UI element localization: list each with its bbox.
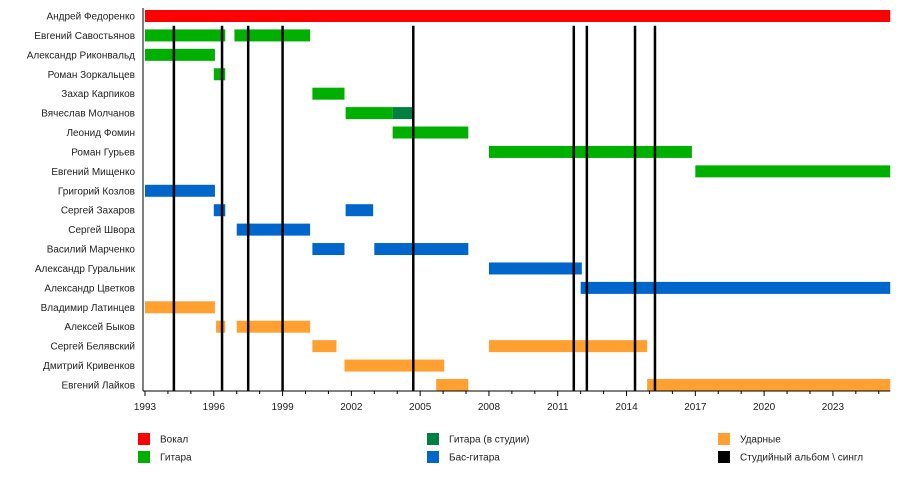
member-label: Александр Риконвальд	[27, 50, 135, 61]
member-label: Леонид Фомин	[66, 128, 135, 139]
member-label: Владимир Латинцев	[41, 303, 135, 314]
member-label: Александр Цветков	[44, 283, 135, 294]
bar-drums	[436, 378, 469, 391]
bar-bass	[488, 262, 582, 275]
bar-drums	[216, 320, 226, 333]
bar-drums	[488, 340, 648, 353]
bar-guitar	[488, 145, 692, 158]
legend-swatch-vocal	[138, 433, 150, 445]
bar-bass	[213, 204, 226, 217]
album-lines	[172, 25, 657, 391]
bar-bass	[374, 243, 469, 256]
legend-label: Ударные	[740, 435, 781, 446]
member-label: Дмитрий Кривенков	[43, 361, 135, 372]
bar-bass	[312, 243, 345, 256]
tick-label: 2002	[340, 402, 363, 413]
bar-drums	[236, 320, 311, 333]
bar-bass	[145, 184, 215, 197]
legend-label: Вокал	[160, 435, 188, 446]
bar-guitar	[145, 29, 226, 42]
bar-guitar_studio	[392, 107, 414, 120]
tick-label: 1996	[203, 402, 226, 413]
bar-guitar	[695, 165, 891, 178]
member-label: Сергей Швора	[68, 225, 135, 236]
bar-drums	[344, 359, 445, 372]
member-label: Сергей Захаров	[61, 206, 135, 217]
member-label: Вячеслав Молчанов	[41, 109, 135, 120]
x-axis: 1993 1996 1999 2002 2005 2008 2011 2014 2017 2020…	[134, 8, 891, 413]
tick-label: 2011	[547, 402, 569, 413]
tick-label: 2014	[615, 402, 638, 413]
legend-label: Гитара	[160, 453, 192, 464]
bar-vocal	[145, 10, 891, 22]
bar-guitar	[345, 107, 393, 120]
legend-swatch-guitar_studio	[427, 433, 439, 445]
legend-label: Гитара (в студии)	[449, 435, 530, 446]
bar-guitar	[234, 29, 311, 42]
member-label: Василий Марченко	[47, 245, 136, 256]
member-label: Александр Гуральник	[35, 264, 136, 275]
tick-label: 2023	[822, 402, 845, 413]
member-label: Алексей Быков	[64, 322, 135, 333]
bar-guitar	[392, 126, 469, 139]
legend-label: Бас-гитара	[449, 453, 500, 464]
bar-bass	[236, 223, 311, 236]
tick-label: 1993	[134, 402, 157, 413]
bar-guitar	[312, 87, 345, 100]
member-label: Захар Карпиков	[61, 89, 135, 100]
bar-guitar	[145, 48, 215, 61]
tick-label: 2005	[409, 402, 432, 413]
member-label: Андрей Федоренко	[46, 12, 135, 23]
member-label: Роман Зоркальцев	[48, 70, 135, 81]
member-label: Григорий Козлов	[58, 186, 135, 197]
bar-bass	[580, 281, 891, 294]
bar-bass	[345, 204, 374, 217]
bar-drums	[145, 301, 215, 314]
member-label: Сергей Белявский	[51, 342, 136, 353]
tick-label: 2020	[753, 402, 776, 413]
tick-label: 1999	[271, 402, 294, 413]
member-label: Роман Гурьев	[71, 147, 135, 158]
tick-label: 2008	[478, 402, 501, 413]
tick-label: 2017	[684, 402, 707, 413]
member-label: Евгений Савостьянов	[34, 31, 135, 42]
bar-drums	[647, 378, 891, 391]
member-labels: Андрей Федоренко Евгений Савостьянов Алекс…	[27, 12, 136, 392]
legend: Вокал Гитара Гитара (в студии) Бас-гитара Уд…	[138, 433, 863, 464]
member-label: Евгений Лайков	[61, 380, 135, 391]
legend-swatch-album	[718, 451, 730, 463]
member-bars	[145, 10, 891, 391]
legend-swatch-drums	[718, 433, 730, 445]
legend-label: Студийный альбом \ сингл	[740, 452, 863, 464]
legend-swatch-bass	[427, 451, 439, 463]
bar-drums	[312, 340, 337, 353]
member-label: Евгений Мищенко	[51, 167, 135, 178]
bar-guitar	[213, 68, 226, 81]
legend-swatch-guitar	[138, 451, 150, 463]
